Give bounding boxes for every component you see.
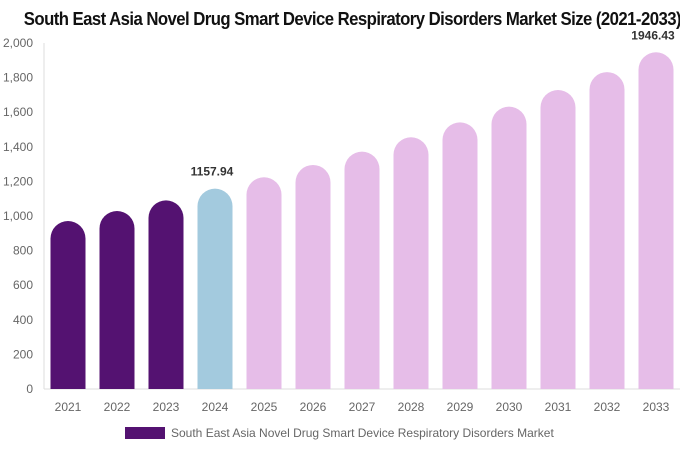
y-tick-label: 600 xyxy=(13,278,33,292)
bar-2033 xyxy=(638,52,674,389)
bar-2023 xyxy=(148,200,184,389)
x-tick-label: 2029 xyxy=(447,400,474,414)
x-tick-label: 2028 xyxy=(398,400,425,414)
legend-label: South East Asia Novel Drug Smart Device … xyxy=(171,426,554,440)
y-tick-label: 1,200 xyxy=(3,174,33,188)
y-tick-label: 1,800 xyxy=(3,71,33,85)
data-label: 1946.43 xyxy=(631,28,675,42)
bar-2022 xyxy=(99,210,135,389)
x-tick-label: 2033 xyxy=(643,400,670,414)
bar-2031 xyxy=(540,90,576,389)
y-tick-label: 1,600 xyxy=(3,105,33,119)
x-tick-label: 2021 xyxy=(55,400,82,414)
bar-2028 xyxy=(393,137,429,389)
x-tick-label: 2027 xyxy=(349,400,376,414)
legend-swatch xyxy=(125,427,165,439)
y-tick-label: 0 xyxy=(26,382,33,396)
bar-2027 xyxy=(344,151,380,389)
chart-title: South East Asia Novel Drug Smart Device … xyxy=(23,9,680,29)
x-tick-label: 2024 xyxy=(202,400,229,414)
data-label: 1157.94 xyxy=(191,165,234,179)
y-tick-label: 1,400 xyxy=(3,140,33,154)
y-tick-label: 2,000 xyxy=(3,36,33,50)
x-tick-label: 2023 xyxy=(153,400,180,414)
y-tick-label: 800 xyxy=(13,244,33,258)
x-tick-label: 2032 xyxy=(594,400,621,414)
x-tick-label: 2031 xyxy=(545,400,572,414)
y-tick-label: 400 xyxy=(13,313,33,327)
x-tick-label: 2025 xyxy=(251,400,278,414)
bar-2021 xyxy=(50,221,86,389)
bar-2025 xyxy=(246,177,282,389)
y-tick-label: 1,000 xyxy=(3,209,33,223)
bar-2032 xyxy=(589,72,625,389)
bar-2024 xyxy=(197,188,233,389)
x-tick-label: 2022 xyxy=(104,400,131,414)
bar-2029 xyxy=(442,122,478,390)
bar-2026 xyxy=(295,164,331,389)
x-tick-label: 2026 xyxy=(300,400,327,414)
legend: South East Asia Novel Drug Smart Device … xyxy=(125,426,554,440)
y-tick-label: 200 xyxy=(13,347,33,361)
x-tick-label: 2030 xyxy=(496,400,523,414)
bar-2030 xyxy=(491,106,527,389)
